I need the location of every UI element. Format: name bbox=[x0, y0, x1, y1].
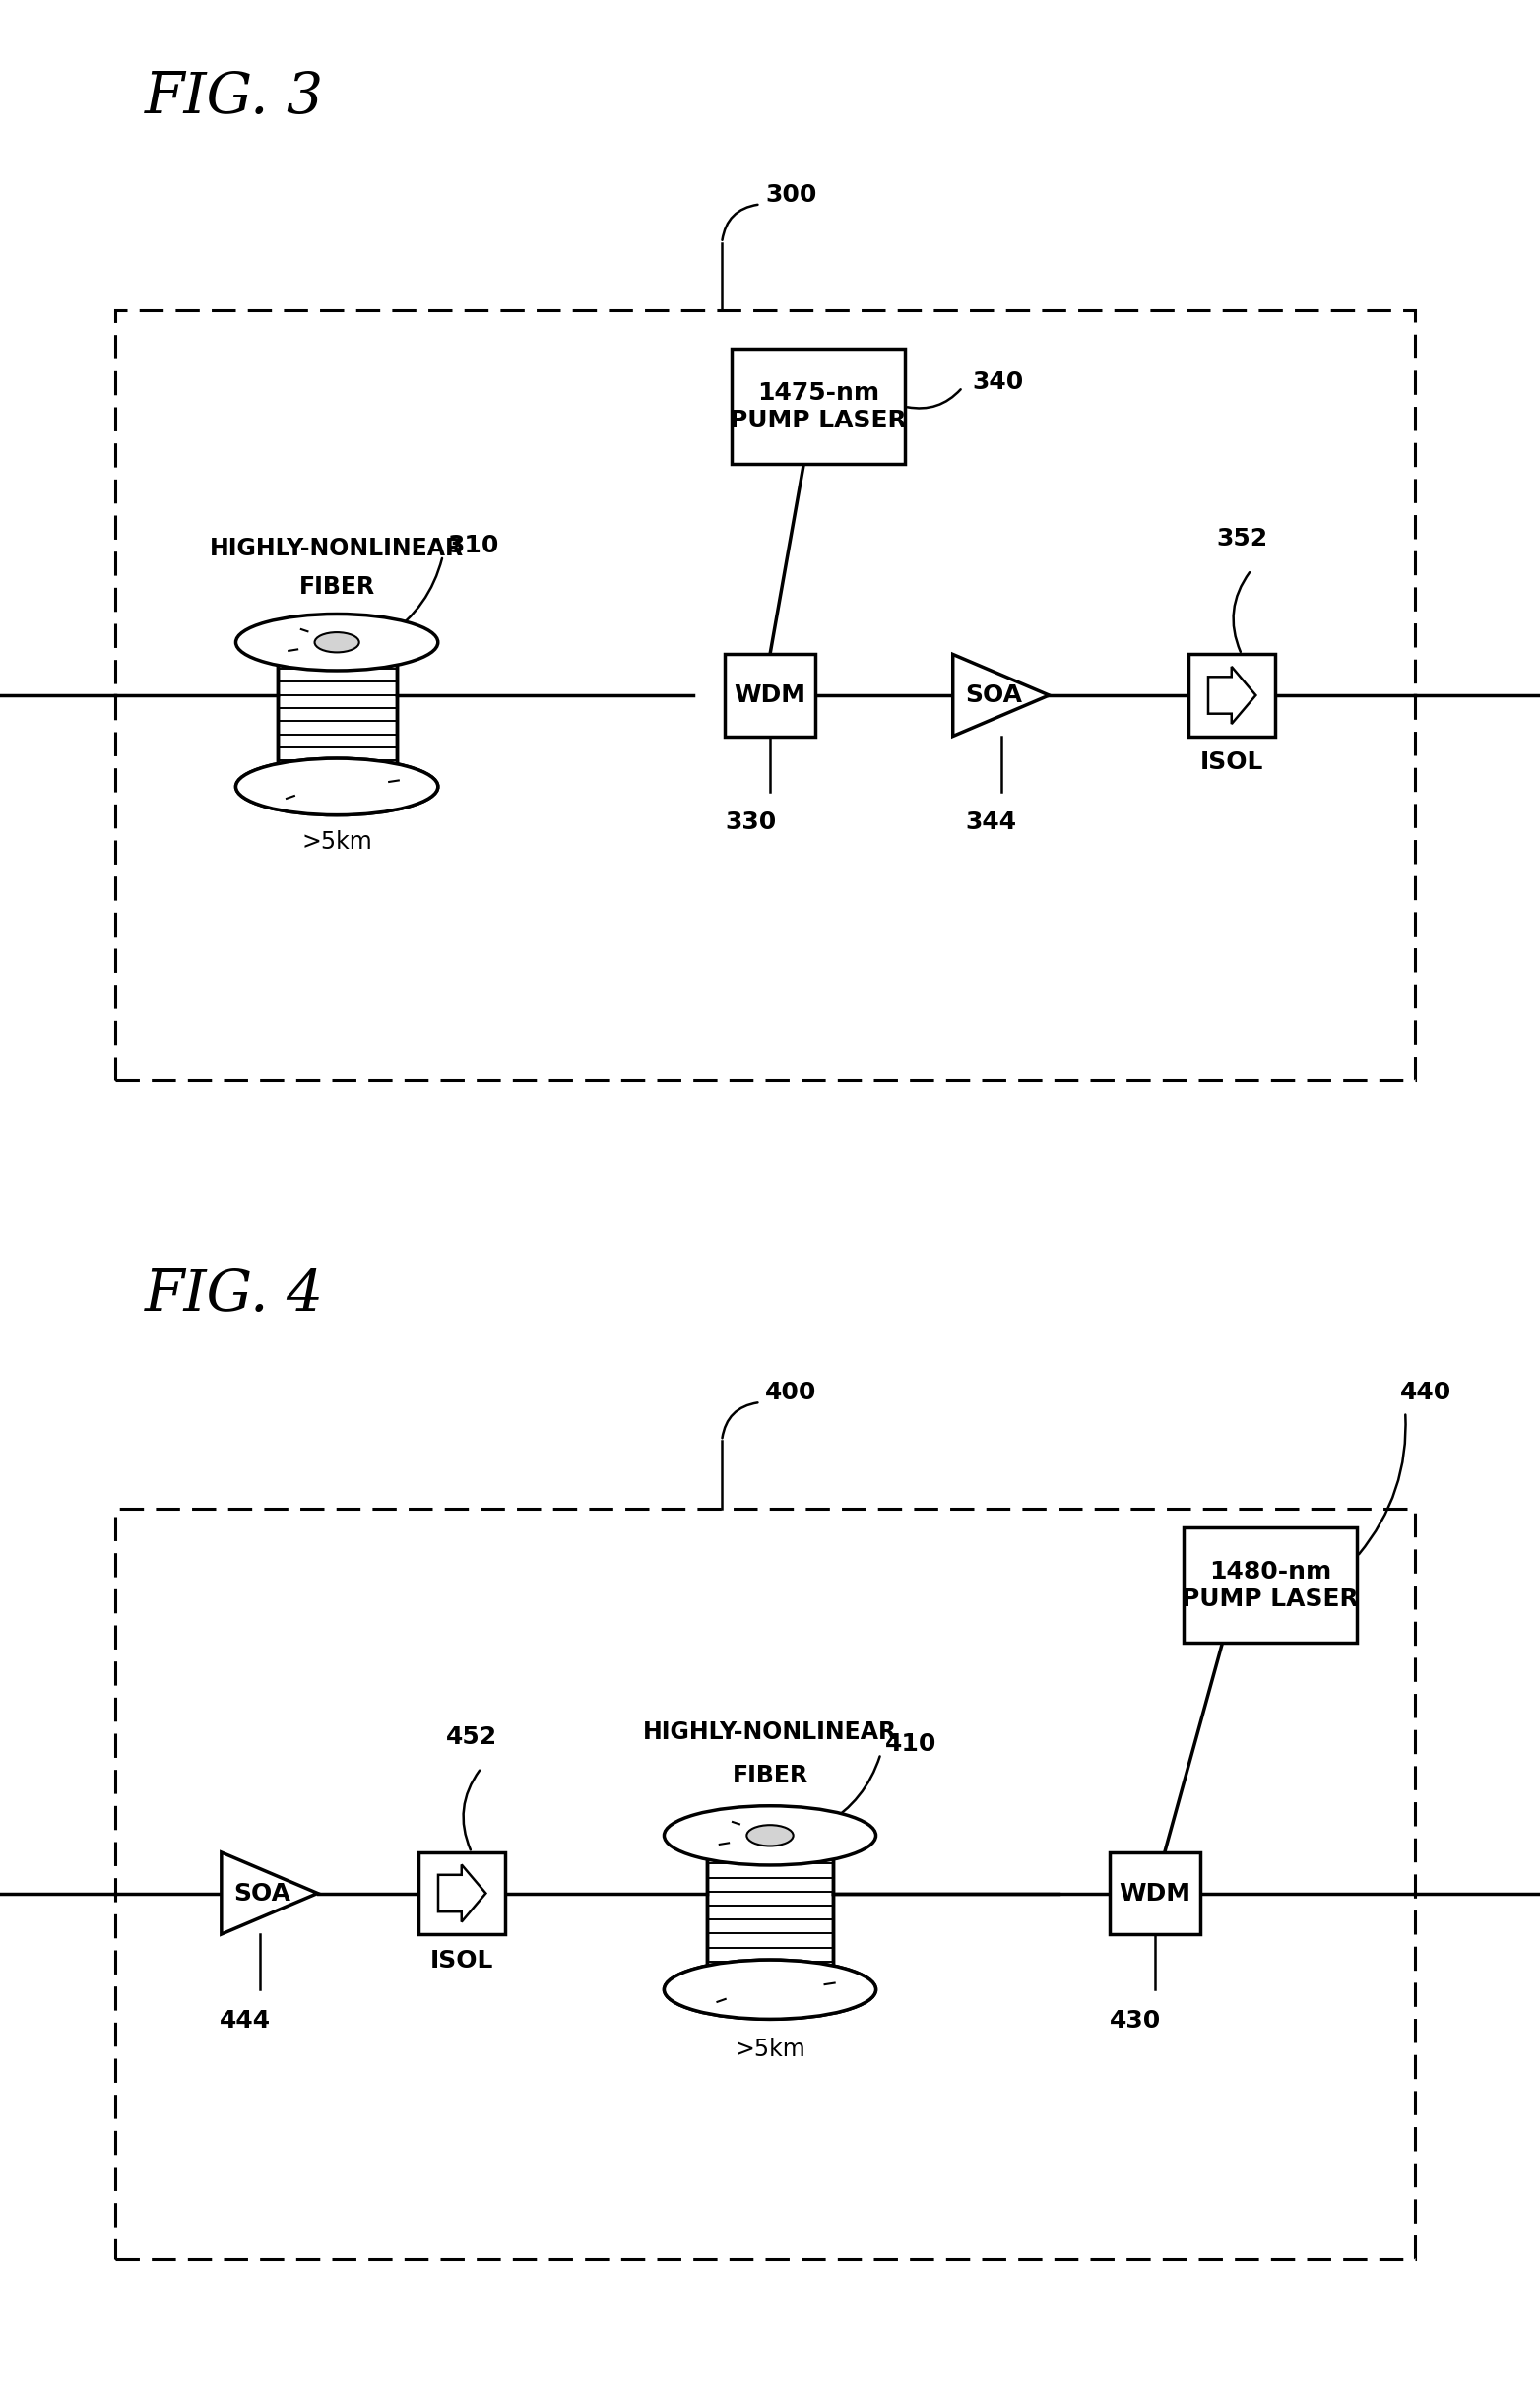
Text: FIBER: FIBER bbox=[732, 1763, 808, 1787]
FancyBboxPatch shape bbox=[724, 654, 816, 736]
Text: 330: 330 bbox=[725, 810, 776, 834]
Text: FIG. 3: FIG. 3 bbox=[145, 69, 323, 125]
Text: >5km: >5km bbox=[302, 829, 373, 853]
Ellipse shape bbox=[664, 1960, 876, 2020]
Polygon shape bbox=[1209, 666, 1255, 724]
Ellipse shape bbox=[236, 613, 437, 671]
Text: FIG. 4: FIG. 4 bbox=[145, 1267, 323, 1323]
Ellipse shape bbox=[236, 760, 437, 815]
Text: 452: 452 bbox=[447, 1725, 497, 1749]
Bar bbox=[277, 642, 397, 786]
Text: 352: 352 bbox=[1217, 527, 1267, 551]
Text: ISOL: ISOL bbox=[430, 1948, 494, 1972]
Text: >5km: >5km bbox=[735, 2037, 805, 2061]
Ellipse shape bbox=[314, 633, 359, 652]
Text: 1475-nm
PUMP LASER: 1475-nm PUMP LASER bbox=[730, 381, 907, 431]
Ellipse shape bbox=[664, 1807, 876, 1864]
Text: 300: 300 bbox=[765, 182, 816, 206]
Polygon shape bbox=[222, 1852, 317, 1934]
Text: 310: 310 bbox=[448, 534, 499, 558]
Text: 444: 444 bbox=[220, 2008, 271, 2032]
FancyBboxPatch shape bbox=[1209, 676, 1232, 714]
FancyBboxPatch shape bbox=[439, 1874, 462, 1912]
Ellipse shape bbox=[236, 760, 437, 815]
Text: 400: 400 bbox=[765, 1380, 816, 1404]
Text: SOA: SOA bbox=[964, 683, 1023, 707]
Text: 1480-nm
PUMP LASER: 1480-nm PUMP LASER bbox=[1183, 1560, 1358, 1610]
Text: 344: 344 bbox=[966, 810, 1016, 834]
Polygon shape bbox=[439, 1864, 485, 1922]
Text: ISOL: ISOL bbox=[1200, 750, 1264, 774]
Text: 430: 430 bbox=[1110, 2008, 1161, 2032]
Text: 340: 340 bbox=[972, 371, 1024, 395]
Text: 410: 410 bbox=[885, 1732, 936, 1756]
Ellipse shape bbox=[747, 1826, 793, 1845]
FancyBboxPatch shape bbox=[419, 1852, 505, 1934]
Text: 440: 440 bbox=[1400, 1380, 1452, 1404]
Polygon shape bbox=[953, 654, 1049, 736]
Ellipse shape bbox=[664, 1960, 876, 2020]
Text: HIGHLY-NONLINEAR: HIGHLY-NONLINEAR bbox=[209, 537, 464, 561]
Text: WDM: WDM bbox=[735, 683, 805, 707]
Text: HIGHLY-NONLINEAR: HIGHLY-NONLINEAR bbox=[642, 1720, 898, 1744]
Text: FIBER: FIBER bbox=[299, 575, 374, 599]
FancyBboxPatch shape bbox=[1109, 1852, 1201, 1934]
Bar bbox=[707, 1835, 833, 1989]
FancyBboxPatch shape bbox=[1184, 1529, 1357, 1644]
Text: WDM: WDM bbox=[1120, 1881, 1190, 1905]
FancyBboxPatch shape bbox=[732, 350, 906, 465]
Text: SOA: SOA bbox=[233, 1881, 291, 1905]
FancyBboxPatch shape bbox=[1189, 654, 1275, 736]
